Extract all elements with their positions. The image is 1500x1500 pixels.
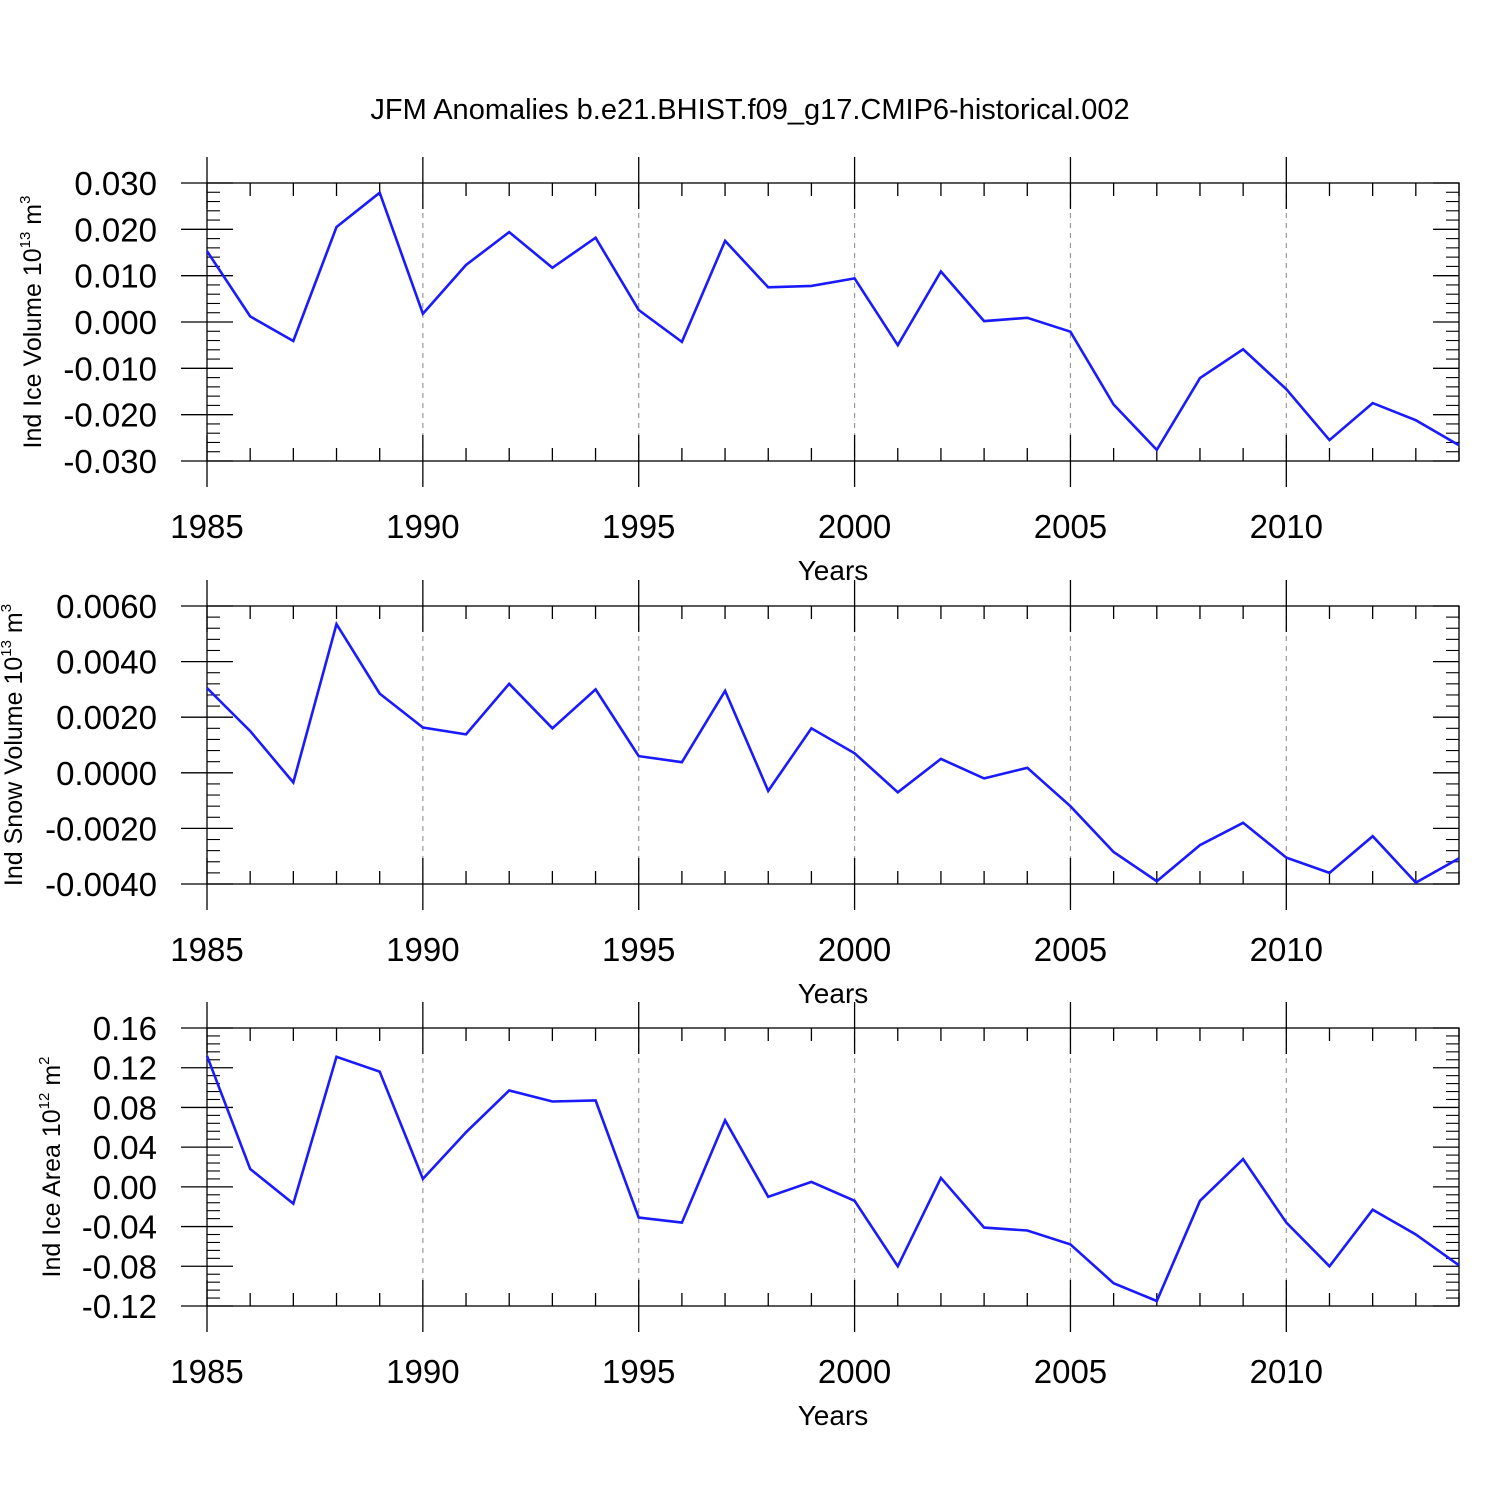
x-tick-label: 2005: [1034, 931, 1107, 968]
y-tick-label: 0.0000: [56, 755, 157, 792]
x-tick-label: 2000: [818, 931, 891, 968]
plot-frame: [206, 182, 1460, 462]
y-axis-title-part: 13: [0, 640, 15, 657]
series-line: [205, 190, 1460, 453]
panel-3: 1985 1990 1995 2000 2005 2010Years0.160.120.0…: [36, 1002, 1460, 1431]
y-tick-label: 0.020: [74, 211, 157, 248]
y-tick-label: 0.12: [93, 1050, 157, 1087]
x-tick-label: 1995: [602, 1353, 675, 1390]
x-tick-label: 1985: [170, 508, 243, 545]
y-axis-title-part: Ind Ice Volume 10: [19, 248, 47, 448]
y-tick-label: -0.020: [63, 397, 157, 434]
y-axis-title-part: 2: [36, 1057, 53, 1065]
x-tick-label: 1985: [170, 931, 243, 968]
y-tick-label: -0.04: [82, 1209, 157, 1246]
chart-title: JFM Anomalies b.e21.BHIST.f09_g17.CMIP6-…: [370, 94, 1129, 126]
y-axis-title-part: 12: [36, 1093, 53, 1110]
y-axis-title-part: 13: [17, 232, 34, 249]
y-tick-label: -0.0020: [45, 810, 157, 847]
y-axis-title: Ind Ice Area 1012 m2: [36, 1057, 66, 1278]
plot-frame: [206, 1027, 1460, 1307]
x-tick-label: 2005: [1034, 508, 1107, 545]
y-tick-label: -0.12: [82, 1288, 157, 1325]
y-tick-label: 0.0060: [56, 588, 157, 625]
panels: 1985 1990 1995 2000 2005 2010 Years 0.030 0.020 0…: [0, 157, 1460, 1431]
y-axis-title-part: m: [38, 1065, 66, 1093]
panel-2: 1985 1990 1995 2000 2005 2010 Years 0.0060 0.004…: [0, 580, 1460, 1009]
panel-1: 1985 1990 1995 2000 2005 2010 Years 0.030 0.020 0…: [17, 157, 1460, 586]
y-tick-label: 0.08: [93, 1089, 157, 1126]
y-axis-title-part: 3: [0, 604, 15, 612]
y-tick-label: 0.010: [74, 258, 157, 295]
x-tick-label: 1990: [386, 931, 459, 968]
x-tick-label: 1995: [602, 508, 675, 545]
x-tick-label: 1990: [386, 1353, 459, 1390]
x-tick-label: 1995: [602, 931, 675, 968]
y-tick-label: 0.16: [93, 1010, 157, 1047]
y-tick-label: 0.00: [93, 1169, 157, 1206]
y-tick-label: 0.04: [93, 1129, 157, 1166]
x-tick-label: 1990: [386, 508, 459, 545]
y-axis-title-part: Ind Ice Area 10: [38, 1109, 66, 1277]
x-tick-label: 1985: [170, 1353, 243, 1390]
y-tick-label: 0.0020: [56, 699, 157, 736]
y-axis-title-part: Ind Snow Volume 10: [0, 657, 28, 886]
y-axis-title-part: m: [0, 612, 28, 640]
x-tick-label: 2000: [818, 1353, 891, 1390]
x-axis-title: Years: [798, 1400, 869, 1431]
x-tick-label: 2000: [818, 508, 891, 545]
y-axis-title: Ind Snow Volume 1013 m3: [0, 604, 28, 886]
x-tick-label: 2010: [1250, 1353, 1323, 1390]
y-tick-label: -0.030: [63, 443, 157, 480]
y-tick-label: 0.000: [74, 304, 157, 341]
x-axis-title: Years: [798, 978, 869, 1009]
y-tick-label: -0.0040: [45, 866, 157, 903]
y-axis-title: Ind Ice Volume 1013 m3: [17, 196, 47, 449]
y-tick-label: 0.030: [74, 165, 157, 202]
x-tick-label: 2010: [1250, 508, 1323, 545]
y-axis-title-part: 3: [17, 196, 34, 204]
plot-frame: [206, 605, 1460, 885]
y-tick-label: -0.08: [82, 1248, 157, 1285]
y-tick-label: 0.0040: [56, 644, 157, 681]
x-axis-title: Years: [798, 555, 869, 586]
y-tick-label: -0.010: [63, 350, 157, 387]
x-tick-label: 2005: [1034, 1353, 1107, 1390]
series-line: [205, 1055, 1460, 1303]
y-axis-title-part: m: [19, 204, 47, 232]
x-tick-label: 2010: [1250, 931, 1323, 968]
series-line: [206, 620, 1460, 885]
